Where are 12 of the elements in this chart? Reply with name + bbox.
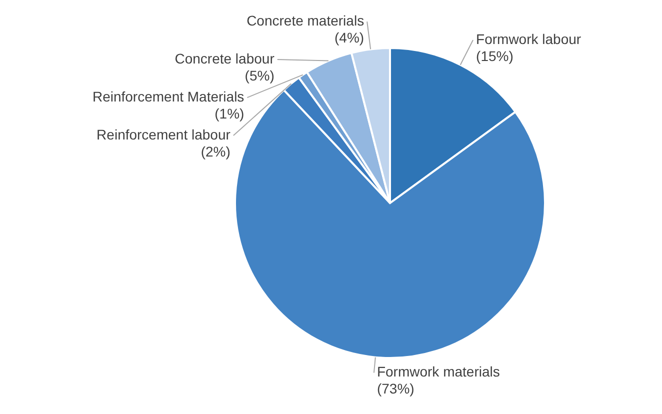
slice-label: Formwork materials [376, 364, 500, 380]
data-label: (73%) [376, 380, 414, 397]
slice-label: Concrete materials [246, 12, 364, 29]
data-label: (15%) [476, 48, 514, 64]
data-label: (1%) [214, 106, 244, 122]
data-label: (5%) [244, 68, 274, 84]
slice-label: Concrete labour [174, 50, 275, 67]
data-label: (4%) [334, 30, 364, 46]
slice-label: Reinforcement labour [96, 126, 231, 143]
data-label: (2%) [200, 144, 230, 160]
slice-label: Formwork labour [476, 31, 582, 48]
slice-label: Reinforcement Materials [92, 88, 244, 105]
